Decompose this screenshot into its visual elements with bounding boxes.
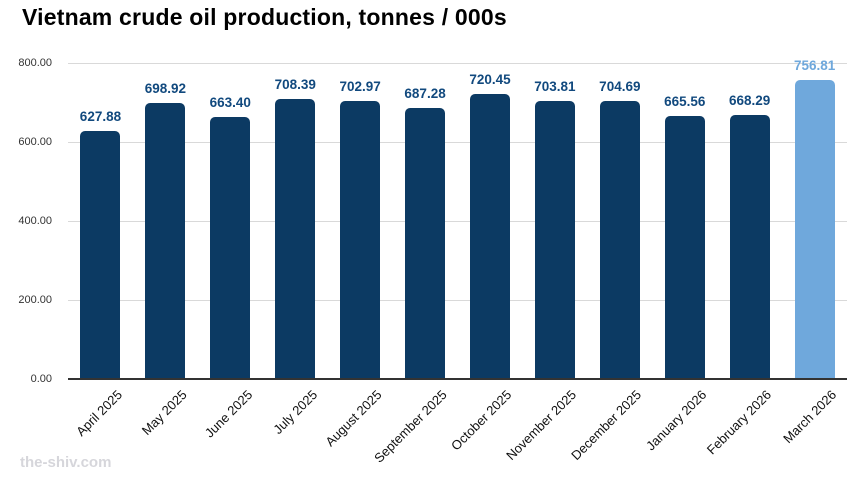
bar-august-2025 bbox=[340, 101, 381, 379]
bar-slot: 704.69 bbox=[587, 63, 652, 379]
gridline bbox=[68, 221, 847, 222]
plot-area: 627.88 698.92 663.40 708.39 702.97 687.28 720.… bbox=[68, 58, 847, 380]
bar-january-2026 bbox=[664, 116, 705, 379]
bar-value-label: 720.45 bbox=[469, 72, 511, 88]
x-tick-label: March 2026 bbox=[780, 387, 840, 447]
gridline bbox=[68, 142, 847, 143]
bar-november-2025 bbox=[534, 101, 575, 379]
x-tick-slot: June 2025 bbox=[198, 379, 263, 449]
bar-slot: 703.81 bbox=[522, 63, 587, 379]
x-tick-slot: March 2026 bbox=[780, 379, 847, 449]
x-tick-label: August 2025 bbox=[322, 387, 385, 450]
chart-title: Vietnam crude oil production, tonnes / 0… bbox=[22, 4, 507, 30]
bar-slot: 663.40 bbox=[198, 63, 263, 379]
gridline bbox=[68, 300, 847, 301]
bar-may-2025 bbox=[145, 102, 186, 379]
bar-february-2026 bbox=[729, 115, 770, 379]
bar-september-2025 bbox=[405, 107, 446, 379]
x-tick-label: January 2026 bbox=[643, 387, 710, 454]
bar-july-2025 bbox=[275, 99, 316, 379]
y-tick-label: 200.00 bbox=[18, 294, 52, 306]
y-tick-label: 800.00 bbox=[18, 57, 52, 69]
bar-value-label: 702.97 bbox=[339, 79, 381, 95]
y-tick-label: 0.00 bbox=[30, 373, 52, 385]
bar-value-label: 668.29 bbox=[729, 93, 771, 109]
bar-value-label: 663.40 bbox=[209, 94, 251, 110]
x-tick-label: October 2025 bbox=[448, 387, 515, 454]
x-axis: April 2025 May 2025 June 2025 July 2025 Augu… bbox=[68, 379, 847, 466]
x-tick-label: May 2025 bbox=[139, 387, 190, 438]
x-tick-label: April 2025 bbox=[73, 387, 126, 440]
bar-value-label: 687.28 bbox=[404, 85, 446, 101]
x-tick-slot: May 2025 bbox=[133, 379, 198, 449]
x-tick-slot: December 2025 bbox=[568, 379, 652, 463]
x-tick-slot: August 2025 bbox=[323, 379, 393, 449]
x-tick-slot: October 2025 bbox=[448, 379, 523, 453]
bar-value-label: 665.56 bbox=[664, 94, 706, 110]
x-tick-slot: April 2025 bbox=[68, 379, 133, 449]
bar-slot: 702.97 bbox=[328, 63, 393, 379]
x-tick-label: June 2025 bbox=[201, 387, 255, 441]
x-tick-slot: February 2026 bbox=[704, 379, 782, 457]
bar-december-2025 bbox=[599, 100, 640, 379]
bar-october-2025 bbox=[469, 94, 510, 379]
bar-slot: 756.81 bbox=[782, 58, 847, 379]
y-axis: 800.00 600.00 400.00 200.00 0.00 bbox=[0, 57, 60, 385]
bar-slot: 720.45 bbox=[458, 63, 523, 379]
gridline bbox=[68, 63, 847, 64]
bar-slot: 687.28 bbox=[393, 63, 458, 379]
watermark: the-shiv.com bbox=[20, 454, 112, 471]
bar-march-2026 bbox=[794, 80, 835, 379]
bar-slot: 708.39 bbox=[263, 63, 328, 379]
bar-value-label: 703.81 bbox=[534, 79, 576, 94]
bar-slot: 665.56 bbox=[652, 63, 717, 379]
bar-value-label: 704.69 bbox=[599, 78, 641, 94]
y-tick-label: 400.00 bbox=[18, 215, 52, 227]
bar-slot: 698.92 bbox=[133, 63, 198, 379]
x-tick-slot: September 2025 bbox=[371, 379, 458, 466]
bar-april-2025 bbox=[80, 131, 121, 379]
x-tick-label: July 2025 bbox=[269, 387, 320, 437]
bar-value-label: 708.39 bbox=[274, 77, 316, 93]
bar-slot: 668.29 bbox=[717, 63, 782, 379]
bar-series: 627.88 698.92 663.40 708.39 702.97 687.28 720.… bbox=[68, 58, 847, 379]
x-tick-slot: July 2025 bbox=[263, 379, 328, 449]
x-tick-slot: January 2026 bbox=[643, 379, 717, 453]
bar-slot: 627.88 bbox=[68, 63, 133, 379]
bar-value-label: 627.88 bbox=[79, 109, 122, 124]
x-tick-slot: November 2025 bbox=[504, 379, 587, 463]
y-tick-label: 600.00 bbox=[18, 136, 52, 148]
x-axis-line bbox=[68, 378, 847, 380]
bar-june-2025 bbox=[210, 116, 251, 379]
bar-value-label: 756.81 bbox=[793, 58, 836, 74]
bar-value-label: 698.92 bbox=[144, 80, 187, 96]
